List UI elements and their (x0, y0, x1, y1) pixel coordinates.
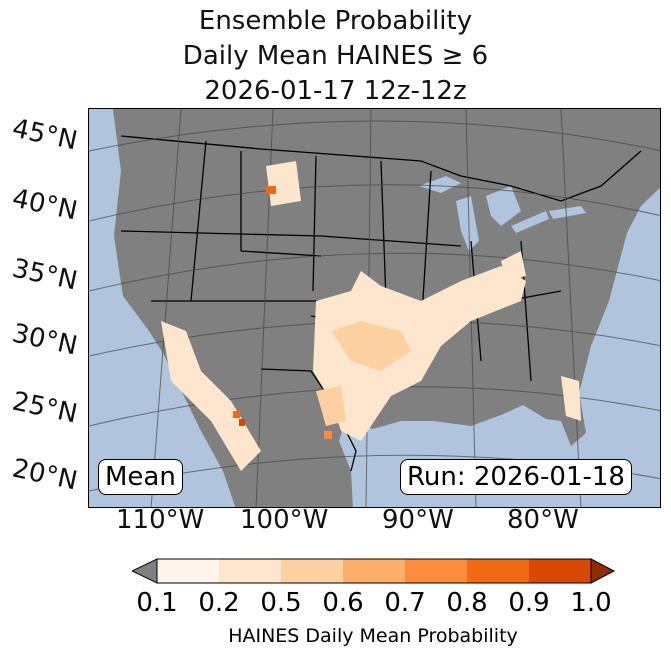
lat-label-40: 40°N (9, 183, 80, 227)
colorbar-segment (343, 559, 405, 583)
lon-label-80: 80°W (507, 505, 579, 535)
run-label: Run: 2026-01-18 (400, 459, 632, 495)
lat-label-30: 30°N (9, 318, 80, 362)
probability-field (161, 161, 581, 471)
colorbar-under (132, 558, 158, 584)
colorbar-over (590, 558, 616, 584)
great-lakes (419, 176, 586, 251)
colorbar-tick: 0.5 (260, 588, 302, 618)
colorbar-label: HAINES Daily Mean Probability (228, 625, 518, 647)
lat-label-45: 45°N (9, 113, 80, 157)
map-panel (88, 108, 661, 508)
colorbar-tick: 0.6 (322, 588, 364, 618)
title-line-2: Daily Mean HAINES ≥ 6 (182, 41, 489, 71)
colorbar-segment (405, 559, 467, 583)
colorbar-tick: 0.2 (198, 588, 240, 618)
lon-label-100: 100°W (240, 505, 329, 535)
lon-label-90: 90°W (382, 505, 454, 535)
lat-label-25: 25°N (9, 386, 80, 430)
colorbar (132, 558, 616, 584)
lon-label-110: 110°W (116, 505, 205, 535)
colorbar-tick: 1.0 (570, 588, 612, 618)
title-line-1: Ensemble Probability (198, 6, 473, 36)
map-canvas (89, 109, 660, 507)
colorbar-segment (219, 559, 281, 583)
title-line-3: 2026-01-17 12z-12z (204, 76, 467, 106)
colorbar-segment (467, 559, 529, 583)
colorbar-tick: 0.8 (446, 588, 488, 618)
lat-label-20: 20°N (9, 453, 80, 497)
colorbar-segment (157, 559, 219, 583)
colorbar-segment (281, 559, 343, 583)
colorbar-tick: 0.7 (384, 588, 426, 618)
colorbar-tick: 0.1 (136, 588, 178, 618)
colorbar-tick: 0.9 (508, 588, 550, 618)
mean-label: Mean (98, 459, 183, 495)
colorbar-segment (529, 559, 591, 583)
lat-label-35: 35°N (9, 253, 80, 297)
